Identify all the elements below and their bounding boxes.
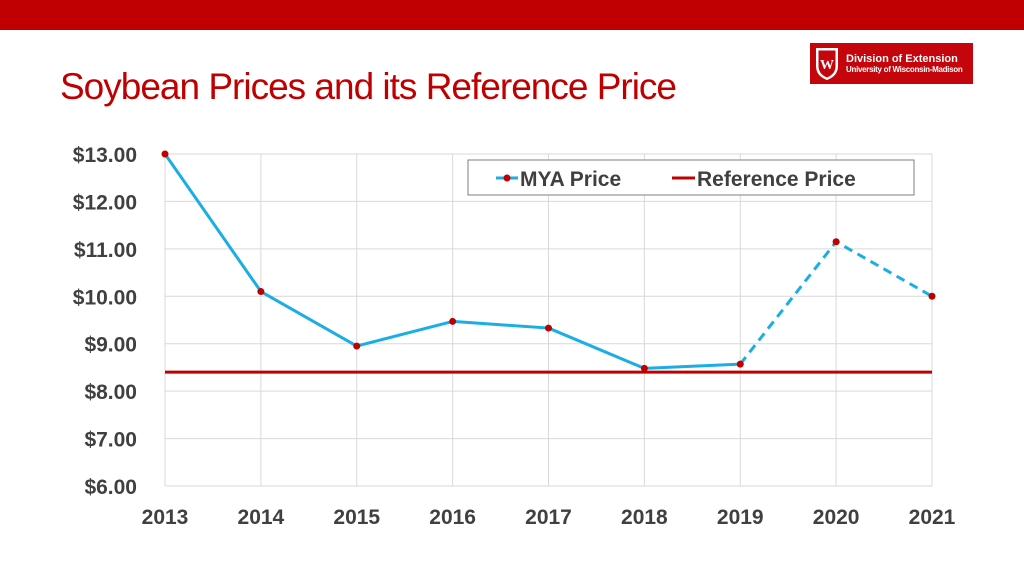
axes: $6.00 $7.00 $8.00 $9.00 $10.00 $11.00 $12.00 $1…: [73, 144, 956, 529]
slide-title: Soybean Prices and its Reference Price: [60, 66, 677, 107]
y-tick-label: $7.00: [84, 429, 137, 452]
x-tick-label: 2016: [429, 506, 476, 529]
mya-price-point: [928, 292, 936, 300]
top-accent-bar: [0, 0, 1024, 30]
uw-crest-icon: W: [816, 48, 838, 80]
mya-price-point: [449, 317, 457, 325]
crest-letter: W: [820, 58, 834, 73]
y-tick-label: $12.00: [73, 191, 137, 214]
logo-subtitle: University of Wisconsin-Madison: [846, 65, 963, 75]
mya-price-point: [161, 150, 169, 158]
mya-price-point: [545, 324, 552, 332]
x-tick-label: 2014: [238, 506, 285, 529]
mya-price-point: [832, 238, 840, 246]
mya-price-point: [257, 288, 265, 296]
x-tick-label: 2013: [142, 506, 189, 529]
x-tick-label: 2015: [333, 506, 380, 529]
series: [161, 150, 936, 374]
y-tick-label: $10.00: [73, 286, 137, 309]
mya-price-point: [353, 342, 361, 350]
mya-price-point: [640, 364, 648, 372]
legend-label-reference-price: Reference Price: [697, 168, 856, 191]
gridlines: [164, 153, 933, 487]
x-tick-label: 2018: [621, 506, 668, 529]
legend-marker-mya-price: [503, 174, 511, 182]
y-tick-label: $9.00: [84, 334, 137, 357]
y-tick-label: $11.00: [74, 239, 137, 262]
x-tick-label: 2020: [813, 506, 860, 529]
logo-title: Division of Extension: [846, 52, 958, 65]
y-tick-label: $8.00: [84, 381, 137, 404]
uw-extension-logo: W Division of Extension University of Wi…: [810, 43, 973, 84]
x-tick-label: 2019: [717, 506, 764, 529]
legend: MYA Price Reference Price: [467, 159, 915, 196]
y-tick-label: $13.00: [73, 144, 137, 167]
mya-price-point: [736, 360, 744, 368]
x-tick-label: 2017: [525, 506, 572, 529]
y-tick-label: $6.00: [84, 476, 137, 499]
legend-label-mya-price: MYA Price: [520, 168, 621, 191]
x-tick-label: 2021: [909, 506, 956, 529]
